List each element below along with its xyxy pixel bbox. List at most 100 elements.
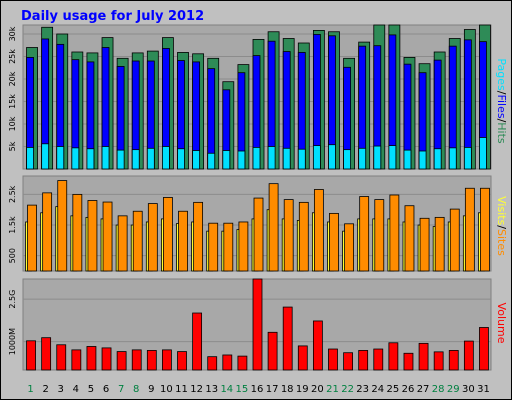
sites-bar [253, 197, 264, 272]
volume-bar [373, 348, 384, 371]
pages-bar [433, 148, 442, 170]
volume-bar [222, 354, 233, 371]
visits-sites-panel: 500 1.5k 2.5k [8, 175, 492, 272]
sites-bar [329, 212, 339, 272]
sites-bar [87, 200, 98, 272]
sites-bar [117, 215, 128, 272]
y-tick-label: 25k [8, 49, 17, 64]
sites-bar [178, 210, 188, 272]
label-separator: / [495, 119, 508, 123]
y-tick-label: 2.5k [8, 185, 17, 203]
day-tick-label: 10 [160, 384, 173, 395]
volume-bar [388, 342, 399, 371]
volume-bar [267, 331, 278, 371]
day-tick-label: 2 [42, 384, 48, 395]
sites-bar [283, 199, 294, 272]
sites-bar [27, 204, 37, 272]
y-tick-label: 1000M [8, 328, 17, 355]
day-tick-label: 3 [58, 384, 64, 395]
day-tick-label: 16 [251, 384, 264, 395]
pages-bar [192, 150, 201, 170]
pages-bar [177, 148, 185, 170]
volume-bar [312, 320, 323, 371]
sites-bar [147, 203, 158, 272]
pages-bar [418, 150, 427, 170]
y-tick-label: 10k [8, 116, 17, 131]
hits-label: Hits [495, 122, 508, 144]
pages-bar [448, 147, 457, 170]
day-tick-label: 24 [371, 384, 384, 395]
sites-bar [57, 180, 68, 272]
day-tick-label: 29 [447, 384, 460, 395]
sites-bar [389, 194, 400, 272]
pages-bar [146, 147, 155, 170]
pages-files-hits-axis-label: Pages/Files/Hits [495, 58, 508, 144]
day-tick-label: 5 [88, 384, 94, 395]
sites-bar [132, 210, 143, 272]
volume-bar [479, 327, 489, 371]
volume-bar [237, 355, 248, 371]
day-tick-label: 12 [190, 384, 203, 395]
day-tick-label: 27 [417, 384, 430, 395]
day-tick-label: 4 [73, 384, 79, 395]
volume-bar [433, 351, 444, 371]
pages-bar [237, 150, 246, 170]
sites-bar [449, 208, 460, 272]
day-tick-label: 20 [311, 384, 324, 395]
y-tick-label: 30k [8, 26, 17, 41]
day-tick-label: 22 [341, 384, 354, 395]
day-tick-label: 23 [356, 384, 369, 395]
pages-bar [388, 145, 397, 170]
chart-title: Daily usage for July 2012 [21, 9, 204, 24]
day-tick-label: 19 [296, 384, 309, 395]
sites-bar [404, 205, 415, 272]
pages-bar [297, 148, 306, 170]
volume-bar [463, 340, 474, 371]
pages-bar [358, 147, 367, 170]
pages-bar [86, 148, 95, 170]
volume-bar [343, 352, 353, 371]
volume-bar [26, 340, 36, 371]
pages-bar [71, 147, 80, 170]
sites-bar [72, 193, 83, 272]
volume-bar [177, 351, 187, 371]
pages-bar [463, 146, 472, 170]
y-tick-label: 1.5k [8, 216, 17, 234]
pages-bar [162, 146, 170, 170]
volume-bar [56, 344, 67, 371]
volume-bar [192, 312, 203, 371]
sites-bar [102, 201, 113, 272]
volume-bar [116, 351, 127, 371]
volume-bar [86, 346, 97, 371]
pages-bar [56, 146, 65, 170]
sites-bar [193, 201, 204, 272]
day-tick-label: 1 [27, 384, 33, 395]
label-separator: / [495, 91, 508, 95]
sites-bar [359, 196, 370, 272]
sites-bar [344, 223, 354, 272]
volume-bar [146, 350, 157, 371]
volume-bar [71, 349, 82, 371]
volume-bar [207, 356, 218, 371]
sites-bar [374, 199, 385, 272]
sites-bar [313, 189, 324, 272]
hits-files-pages-panel: 5k 10k 15k 20k 25k 30k [8, 24, 492, 170]
sites-bar [42, 192, 53, 272]
volume-bar [403, 352, 414, 371]
day-tick-label: 7 [118, 384, 124, 395]
volume-bar [328, 348, 338, 371]
sites-bar [238, 221, 249, 272]
pages-bar [343, 149, 351, 170]
sites-bar [208, 222, 219, 272]
sites-bar [434, 216, 445, 272]
volume-panel: 1000M 2.5G [8, 278, 492, 371]
pages-bar [403, 149, 412, 170]
sites-label: Sites [495, 229, 508, 256]
sites-bar [480, 187, 490, 272]
visits-sites-axis-label: Visits/Sites [495, 196, 508, 256]
label-separator: / [495, 225, 508, 229]
volume-bar [252, 278, 263, 371]
sites-bar [163, 197, 173, 272]
day-tick-label: 11 [175, 384, 188, 395]
